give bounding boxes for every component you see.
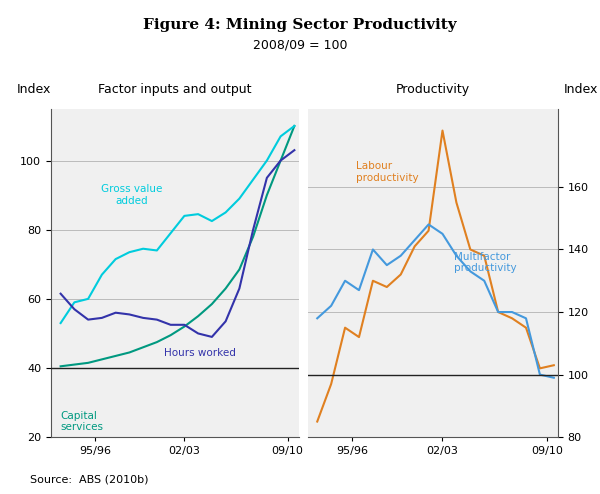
Text: Multifactor
productivity: Multifactor productivity	[454, 252, 516, 273]
Text: Index: Index	[564, 82, 598, 95]
Text: Labour
productivity: Labour productivity	[356, 161, 419, 183]
Text: Productivity: Productivity	[395, 82, 470, 95]
Text: 2008/09 = 100: 2008/09 = 100	[253, 39, 347, 52]
Text: Source:  ABS (2010b): Source: ABS (2010b)	[30, 474, 149, 484]
Text: Factor inputs and output: Factor inputs and output	[98, 82, 251, 95]
Text: Capital
services: Capital services	[61, 411, 104, 432]
Text: Gross value
added: Gross value added	[101, 184, 163, 206]
Text: Hours worked: Hours worked	[164, 348, 236, 358]
Text: Index: Index	[16, 82, 51, 95]
Text: Figure 4: Mining Sector Productivity: Figure 4: Mining Sector Productivity	[143, 18, 457, 32]
